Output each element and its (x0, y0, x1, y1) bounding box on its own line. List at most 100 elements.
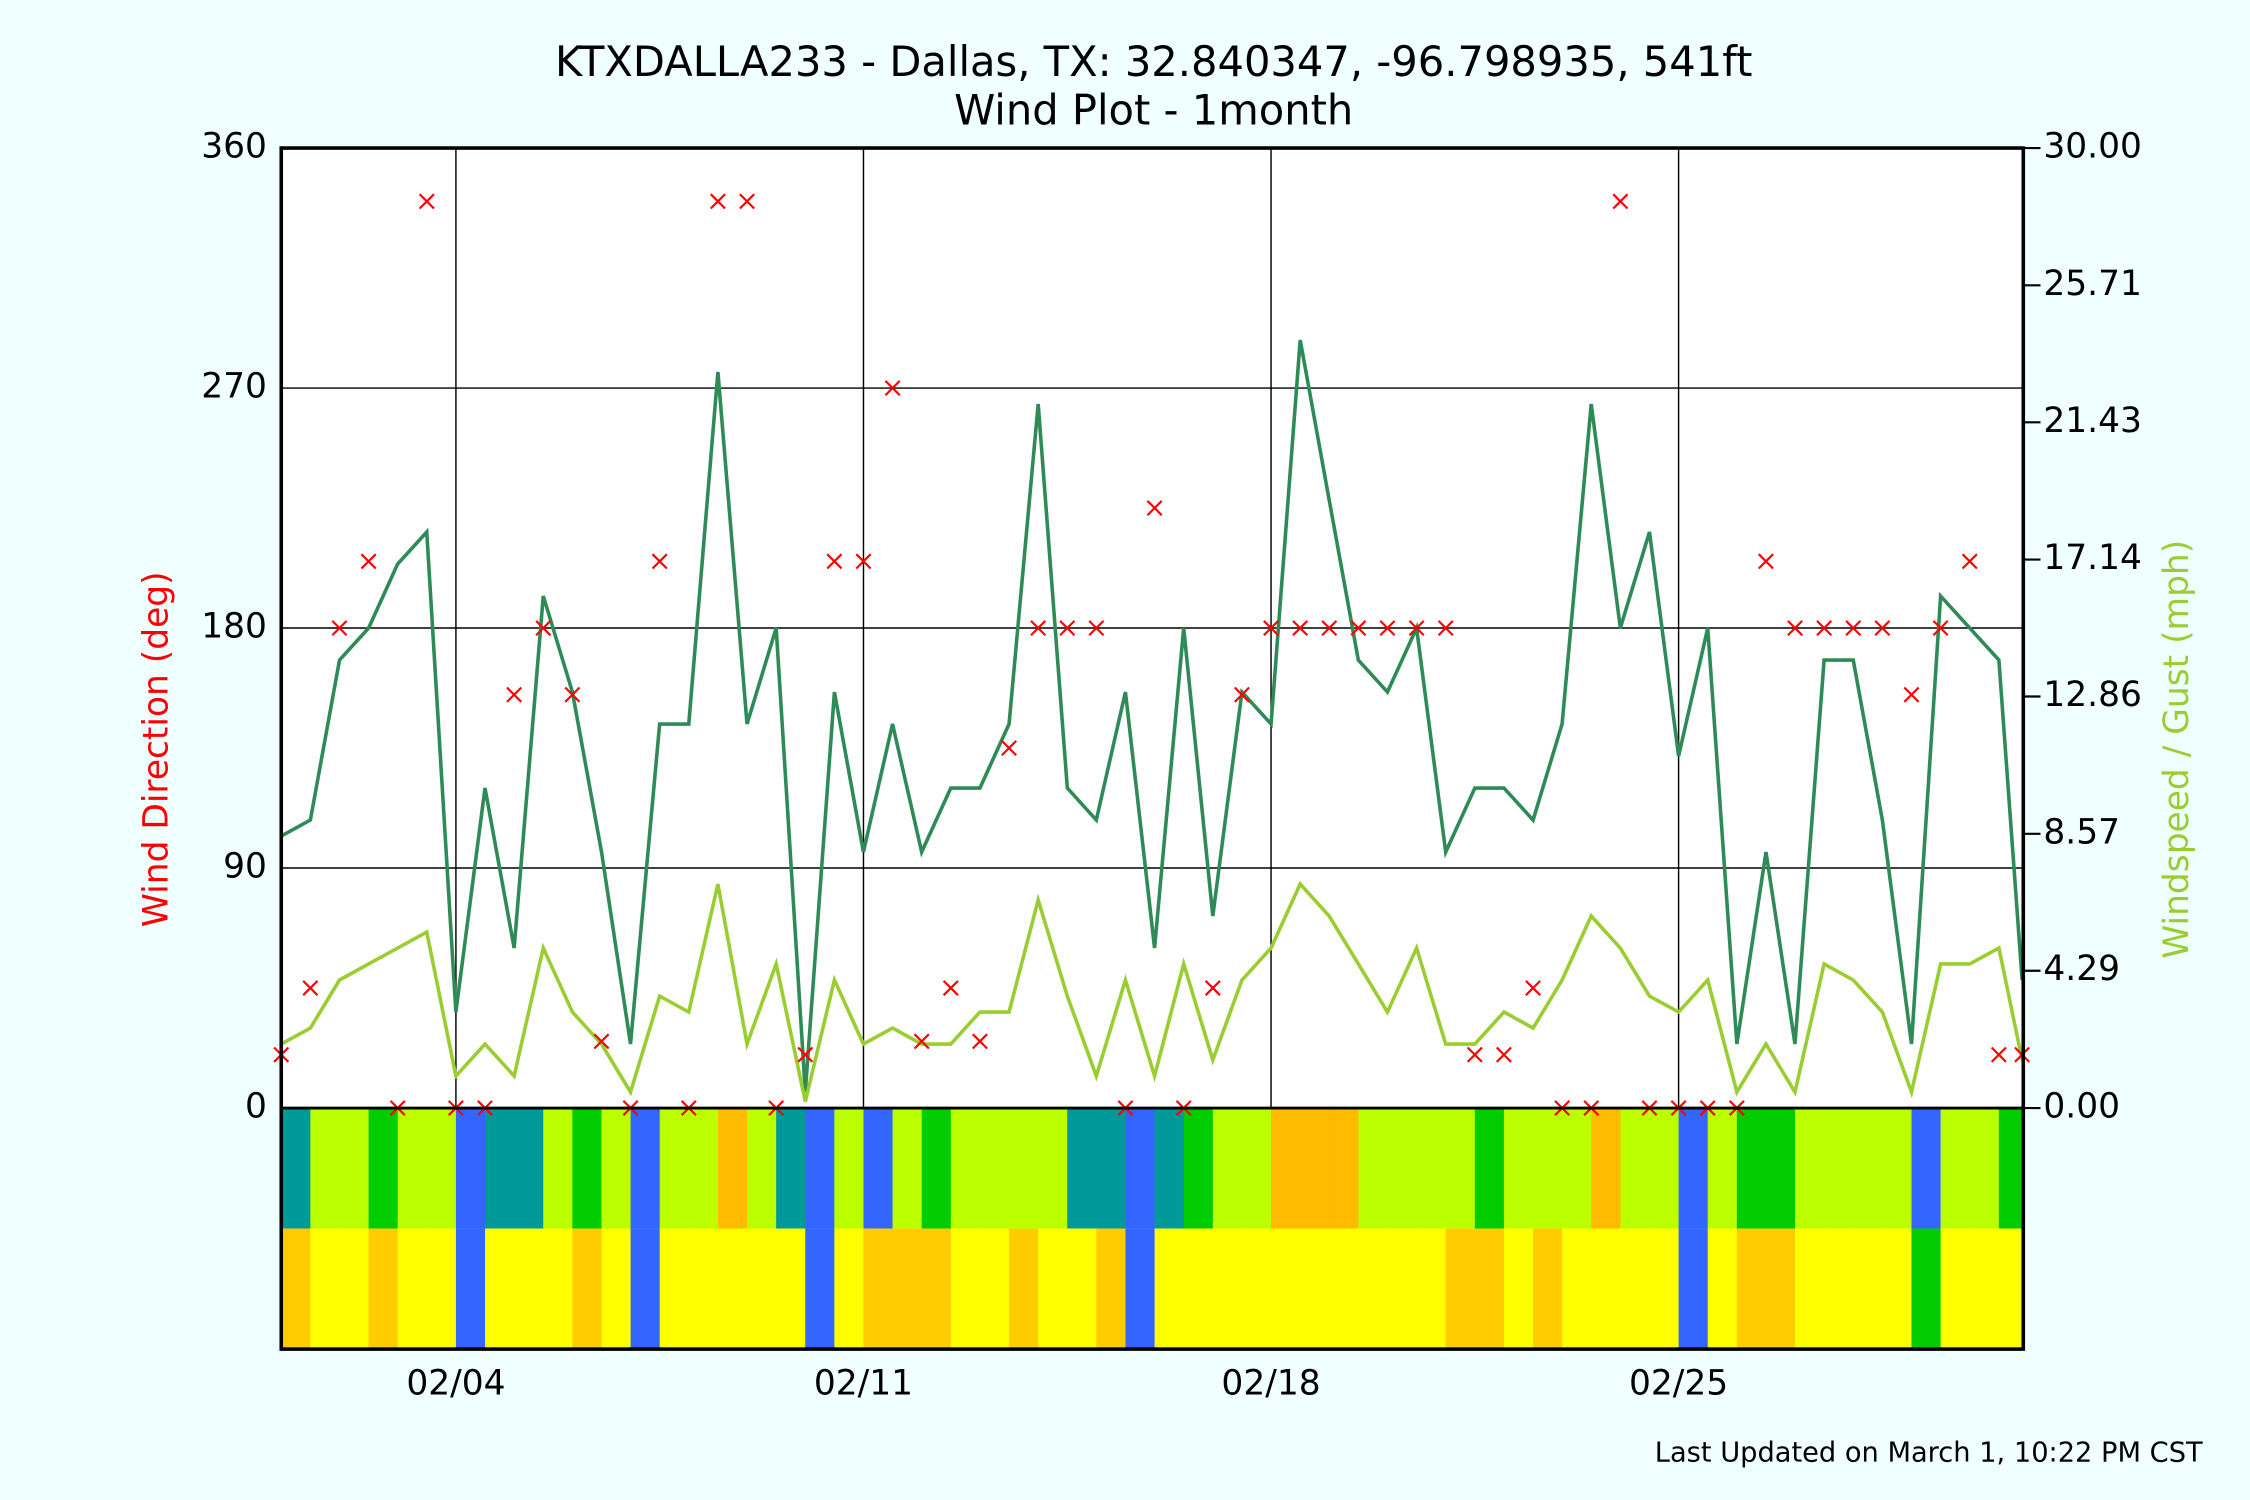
direction-marker (1757, 553, 1774, 570)
strip-segment (1416, 1108, 1447, 1229)
direction-marker (1030, 620, 1047, 636)
strip-segment (572, 1228, 603, 1350)
strip-segment (1300, 1108, 1330, 1229)
strip-segment (717, 1108, 748, 1229)
direction-marker (1263, 620, 1279, 636)
direction-marker (1612, 193, 1629, 210)
strip-segment (397, 1108, 428, 1229)
strip-segment (1241, 1228, 1272, 1350)
strip-segment (455, 1228, 486, 1350)
strip-segment (776, 1228, 806, 1350)
strip-segment (1271, 1108, 1301, 1229)
strip-segment (281, 1228, 312, 1350)
y-tick-label: 180 (201, 607, 267, 647)
x-tick-label: 02/25 (1629, 1363, 1728, 1403)
strip-segment (834, 1108, 865, 1229)
direction-marker (1816, 620, 1833, 636)
strip-segment (572, 1108, 603, 1229)
direction-marker (1874, 620, 1891, 636)
y2-axis-label: Windspeed / Gust (mph) (2157, 540, 2197, 959)
strip-segment (310, 1108, 341, 1229)
strip-segment (1096, 1108, 1127, 1229)
direction-marker (1146, 500, 1163, 516)
strip-segment (1125, 1228, 1156, 1350)
direction-marker (418, 193, 435, 210)
strip-segment (1387, 1228, 1418, 1350)
strip-segment (1096, 1228, 1127, 1350)
strip-segment (1998, 1228, 2023, 1350)
strip-segment (1678, 1108, 1709, 1229)
direction-marker (1787, 620, 1803, 636)
strip-segment (1736, 1108, 1767, 1229)
direction-marker (1990, 1046, 2007, 1063)
x-tick-label: 02/11 (814, 1363, 913, 1403)
direction-marker (942, 980, 959, 996)
strip-segment (1795, 1108, 1825, 1229)
strip-segment (1038, 1228, 1068, 1350)
direction-marker (1903, 686, 1920, 703)
direction-marker (1466, 1046, 1483, 1063)
strip-segment (1329, 1108, 1360, 1229)
strip-segment (659, 1108, 690, 1229)
direction-marker (1379, 620, 1396, 636)
strip-segment (1824, 1228, 1854, 1350)
strip-segment (1969, 1108, 2000, 1229)
strip-segment (863, 1108, 894, 1229)
strip-segment (805, 1228, 836, 1350)
strip-segment (1882, 1228, 1913, 1350)
strip-segment (688, 1108, 719, 1229)
direction-marker (1437, 620, 1454, 636)
y-tick-label: 90 (223, 847, 267, 887)
direction-marker (1001, 740, 1017, 756)
strip-segment (339, 1108, 370, 1229)
direction-marker (709, 193, 726, 210)
direction-marker (1059, 620, 1076, 636)
direction-marker (331, 620, 348, 636)
strip-segment (1562, 1228, 1592, 1350)
strip-segment (543, 1108, 574, 1229)
strip-segment (659, 1228, 690, 1350)
y2-tick-label: 12.86 (2043, 675, 2142, 715)
strip-segment (747, 1108, 777, 1229)
direction-marker (1495, 1046, 1512, 1063)
direction-marker (302, 980, 319, 996)
strip-segment (892, 1108, 923, 1229)
strip-segment (1707, 1228, 1738, 1350)
strip-segment (921, 1108, 952, 1229)
strip-segment (1649, 1108, 1680, 1229)
y2-tick-label: 0.00 (2043, 1087, 2120, 1127)
strip-segment (426, 1228, 457, 1350)
strip-segment (630, 1228, 661, 1350)
direction-marker (1292, 620, 1309, 636)
y-tick-label: 360 (201, 127, 267, 167)
strip-segment (601, 1228, 632, 1350)
strip-segment (1765, 1228, 1796, 1350)
x-tick-label: 02/18 (1221, 1363, 1320, 1403)
strip-segment (1154, 1108, 1185, 1229)
strip-segment (688, 1228, 719, 1350)
direction-marker (564, 686, 581, 703)
direction-marker (360, 553, 377, 570)
strip-segment (1998, 1108, 2023, 1229)
strip-segment (1212, 1108, 1243, 1229)
strip-segment (368, 1228, 399, 1350)
strip-segment (950, 1108, 981, 1229)
strip-segment (1736, 1228, 1767, 1350)
strip-segment (805, 1108, 836, 1229)
strip-segment (1853, 1228, 1884, 1350)
y2-tick-label: 25.71 (2043, 264, 2142, 304)
strip-segment (310, 1228, 341, 1350)
strip-segment (1853, 1108, 1884, 1229)
strip-segment (1533, 1108, 1563, 1229)
y-tick-label: 270 (201, 367, 267, 407)
strip-segment (1969, 1228, 2000, 1350)
strip-segment (1445, 1108, 1476, 1229)
strip-segment (1329, 1228, 1360, 1350)
strip-segment (1503, 1108, 1534, 1229)
direction-marker (1088, 620, 1105, 636)
strip-segment (1765, 1108, 1796, 1229)
strip-segment (1067, 1228, 1098, 1350)
chart-subtitle: Wind Plot - 1month (954, 86, 1353, 135)
strip-segment (1911, 1228, 1942, 1350)
